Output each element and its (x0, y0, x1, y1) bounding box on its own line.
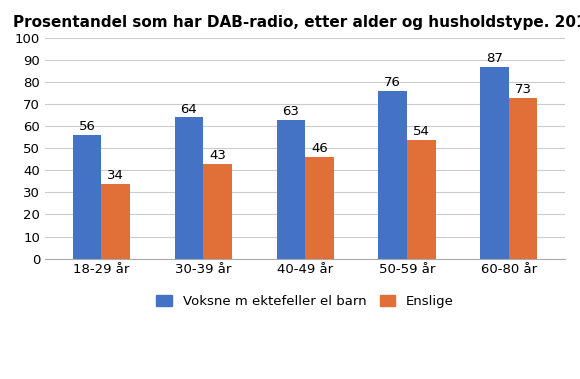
Legend: Voksne m ektefeller el barn, Enslige: Voksne m ektefeller el barn, Enslige (151, 290, 459, 314)
Bar (101, 183, 130, 258)
Text: 43: 43 (209, 149, 226, 162)
Title: Prosentandel som har DAB-radio, etter alder og husholdstype. 2017: Prosentandel som har DAB-radio, etter al… (13, 15, 580, 30)
Text: 63: 63 (282, 105, 299, 118)
Bar (203, 164, 231, 258)
Text: 87: 87 (486, 52, 503, 65)
Text: 46: 46 (311, 143, 328, 155)
Text: 64: 64 (180, 103, 197, 116)
Text: 34: 34 (107, 169, 124, 182)
Bar (277, 120, 305, 258)
Bar (480, 67, 509, 258)
Text: 56: 56 (78, 121, 95, 133)
Bar (379, 91, 407, 258)
Bar (407, 139, 436, 258)
Bar (305, 157, 334, 258)
Bar (72, 135, 101, 258)
Text: 73: 73 (514, 83, 532, 96)
Text: 54: 54 (413, 125, 430, 138)
Bar (175, 117, 203, 258)
Bar (509, 98, 538, 258)
Text: 76: 76 (385, 76, 401, 89)
